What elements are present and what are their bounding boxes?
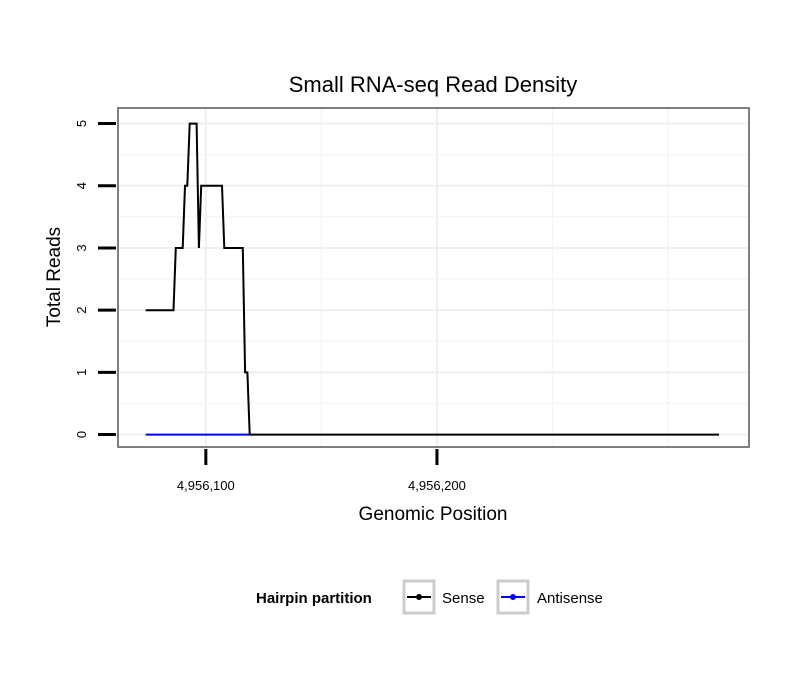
y-tick-label: 4 xyxy=(74,182,89,189)
chart-title: Small RNA-seq Read Density xyxy=(289,72,578,97)
y-axis: 0 1 2 3 4 5 xyxy=(74,120,116,438)
x-tick-label: 4,956,100 xyxy=(177,478,235,493)
legend-key-sense-point xyxy=(416,594,422,600)
y-axis-title: Total Reads xyxy=(44,227,65,327)
y-tick-label: 2 xyxy=(74,307,89,314)
legend-title: Hairpin partition xyxy=(256,590,372,607)
plot-panel xyxy=(117,107,750,448)
legend: Hairpin partition Sense Antisense xyxy=(256,579,603,615)
legend-entry-sense: Sense xyxy=(402,579,485,615)
legend-label-antisense: Antisense xyxy=(537,590,603,607)
x-axis: 4,956,100 4,956,200 xyxy=(177,449,466,493)
legend-key-antisense-point xyxy=(510,594,516,600)
y-tick-label: 1 xyxy=(74,369,89,376)
y-tick-label: 3 xyxy=(74,244,89,251)
series-line-sense xyxy=(145,122,719,436)
series-lines xyxy=(145,122,719,436)
x-tick-label: 4,956,200 xyxy=(408,478,466,493)
y-tick-label: 0 xyxy=(74,431,89,438)
y-tick-label: 5 xyxy=(74,120,89,127)
legend-entry-antisense: Antisense xyxy=(496,579,603,615)
x-axis-title: Genomic Position xyxy=(359,504,508,525)
legend-label-sense: Sense xyxy=(442,590,485,607)
